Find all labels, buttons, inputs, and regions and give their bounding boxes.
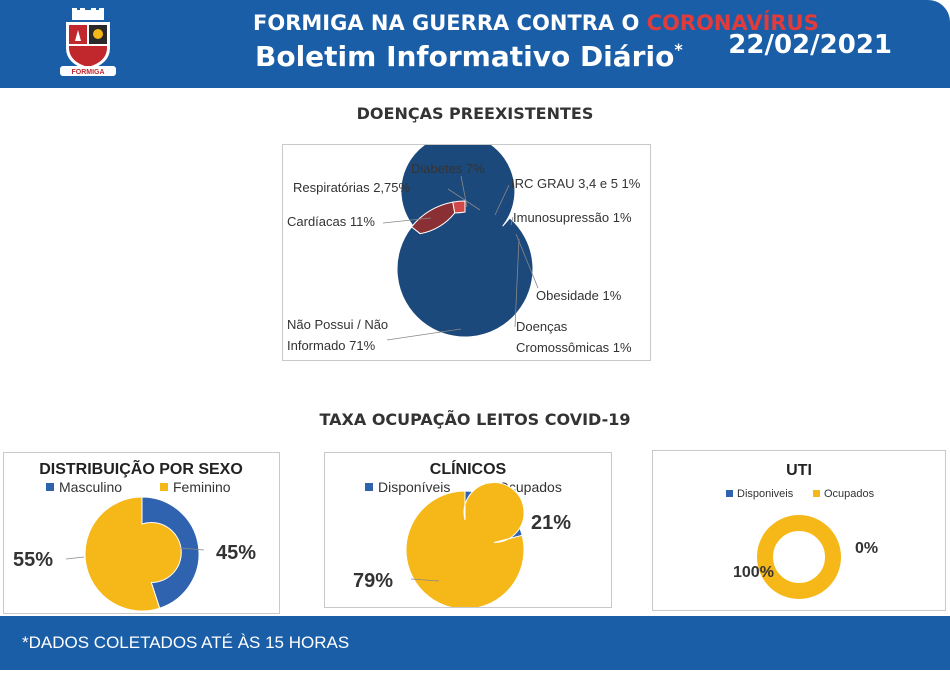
icu-chart-title: UTI [786,462,812,479]
label-obesidade: Obesidade 1% [536,288,622,303]
sex-chart-panel: DISTRIBUIÇÃO POR SEXO Masculino Feminino… [3,452,280,614]
label-cardiacas: Cardíacas 11% [287,214,375,229]
coat-of-arms-logo: FORMIGA [60,8,116,76]
header-subtitle-text: Boletim Informativo Diário [255,40,675,73]
label-cromossomicas-1: Doenças [516,319,568,334]
sex-label-feminino: 55% [13,549,53,571]
label-imunosupressao: Imunosupressão 1% [513,210,632,225]
legend-swatch-masculino [46,483,54,491]
label-diabetes: Diabetes 7% [411,161,485,176]
icu-label-disponiveis: 0% [855,540,878,557]
legend-masculino: Masculino [59,479,122,495]
preexisting-section-title: DOENÇAS PREEXISTENTES [356,104,594,123]
legend-swatch-icu-ocupados [813,490,820,497]
legend-feminino: Feminino [173,479,231,495]
preexisting-chart: Diabetes 7% IRC GRAU 3,4 e 5 1% Imunosup… [287,133,641,355]
legend-disponiveis: Disponíveis [378,479,450,495]
sex-label-masculino: 45% [216,542,256,564]
clinical-slice-1 [405,482,525,610]
leader-obesidade [515,233,539,289]
clinical-chart-panel: CLÍNICOS Disponíveis Ocupados 21% 79% [324,452,612,610]
header-title-prefix: FORMIGA NA GUERRA CONTRA O [253,11,647,35]
header-bar: FORMIGA FORMIGA NA GUERRA CONTRA O CORON… [0,0,950,88]
leader-cli-ocupados [410,578,440,582]
clinical-label-disponiveis: 21% [531,512,571,534]
label-cromossomicas-2: Cromossômicas 1% [516,340,632,355]
header-date: 22/02/2021 [728,30,892,60]
leader-sex-fem [65,556,85,560]
icu-chart: UTI Disponiveis Ocupados 0% 100% [726,462,878,599]
legend-icu-disponiveis: Disponiveis [737,488,794,500]
clinical-label-ocupados: 79% [353,570,393,592]
icu-chart-panel: UTI Disponiveis Ocupados 0% 100% [652,450,946,611]
footer-note: *DADOS COLETADOS ATÉ ÀS 15 HORAS [22,633,350,652]
leader-cardiacas [382,217,432,224]
clinical-chart-title: CLÍNICOS [430,459,507,478]
occupancy-section-title: TAXA OCUPAÇÃO LEITOS COVID-19 [319,410,631,429]
sex-chart-title: DISTRIBUIÇÃO POR SEXO [39,458,243,478]
leader-cromo [514,238,520,328]
leader-sex-masc [179,547,205,551]
icu-label-ocupados: 100% [733,564,774,581]
leader-resp [447,188,481,211]
label-irc: IRC GRAU 3,4 e 5 1% [511,176,641,191]
header-title-highlight: CORONAVÍRUS [646,11,819,35]
label-respiratorias: Respiratórias 2,75% [293,180,410,195]
icu-slice-1 [757,515,841,599]
sex-slice-1 [84,496,182,612]
header-subtitle-mark: * [674,40,683,59]
legend-swatch-icu-disponiveis [726,490,733,497]
legend-swatch-disponiveis [365,483,373,491]
clinical-chart: CLÍNICOS Disponíveis Ocupados 21% 79% [353,459,571,610]
preexisting-slice-7 [452,200,466,214]
leader-irc [494,184,510,216]
logo-text: FORMIGA [71,69,104,76]
leader-diabetes [460,175,468,208]
sex-chart: DISTRIBUIÇÃO POR SEXO Masculino Feminino… [13,458,256,612]
footer-bar: *DADOS COLETADOS ATÉ ÀS 15 HORAS [0,616,950,670]
header-title: FORMIGA NA GUERRA CONTRA O CORONAVÍRUS [253,11,819,35]
leader-naoinf [386,328,462,341]
label-naoinformado-1: Não Possui / Não [287,317,388,332]
preexisting-chart-panel: Diabetes 7% IRC GRAU 3,4 e 5 1% Imunosup… [282,133,651,361]
leader-imuno [510,216,514,226]
legend-swatch-feminino [160,483,168,491]
legend-icu-ocupados: Ocupados [824,488,875,500]
label-naoinformado-2: Informado 71% [287,338,376,353]
header-subtitle: Boletim Informativo Diário* [255,40,683,73]
